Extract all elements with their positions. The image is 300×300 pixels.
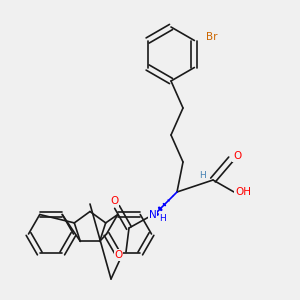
Text: H: H bbox=[159, 214, 166, 223]
Text: Br: Br bbox=[206, 32, 218, 43]
Text: H: H bbox=[199, 171, 206, 180]
Text: N: N bbox=[148, 210, 156, 220]
Text: OH: OH bbox=[235, 187, 251, 197]
Text: O: O bbox=[233, 151, 241, 161]
Text: O: O bbox=[114, 250, 123, 260]
Text: O: O bbox=[110, 196, 118, 206]
